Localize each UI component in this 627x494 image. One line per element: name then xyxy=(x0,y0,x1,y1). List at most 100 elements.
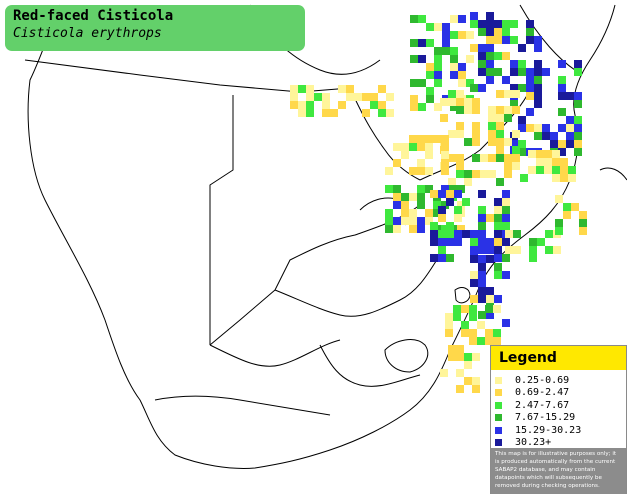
grid-cell xyxy=(502,319,510,327)
grid-cell xyxy=(478,230,486,238)
grid-cell xyxy=(290,85,298,93)
grid-cell xyxy=(478,68,486,76)
grid-cell xyxy=(442,47,450,55)
grid-cell xyxy=(433,201,441,209)
grid-cell xyxy=(461,321,469,329)
grid-cell xyxy=(485,329,493,337)
grid-cell xyxy=(418,55,426,63)
grid-cell xyxy=(433,209,441,217)
grid-cell xyxy=(574,92,582,100)
legend-label: 15.29-30.23 xyxy=(515,424,582,436)
grid-cell xyxy=(461,305,469,313)
grid-cell xyxy=(457,201,465,209)
grid-cell xyxy=(502,206,510,214)
grid-cell xyxy=(494,263,502,271)
grid-cell xyxy=(454,238,462,246)
grid-cell xyxy=(430,230,438,238)
grid-cell xyxy=(472,385,480,393)
grid-cell xyxy=(458,15,466,23)
grid-cell xyxy=(470,12,478,20)
grid-cell xyxy=(534,68,542,76)
grid-cell xyxy=(446,254,454,262)
grid-cell xyxy=(346,85,354,93)
grid-cell xyxy=(478,279,486,287)
grid-cell xyxy=(322,93,330,101)
grid-cell xyxy=(426,63,434,71)
grid-cell xyxy=(430,254,438,262)
grid-cell xyxy=(417,159,425,167)
grid-cell xyxy=(496,106,504,114)
grid-cell xyxy=(457,185,465,193)
grid-cell xyxy=(485,305,493,313)
grid-cell xyxy=(478,255,486,263)
grid-cell xyxy=(438,246,446,254)
grid-cell xyxy=(512,130,520,138)
grid-cell xyxy=(434,47,442,55)
grid-cell xyxy=(433,135,441,143)
grid-cell xyxy=(417,193,425,201)
grid-cell xyxy=(526,28,534,36)
grid-cell xyxy=(464,98,472,106)
grid-cell xyxy=(456,345,464,353)
grid-cell xyxy=(485,337,493,345)
grid-cell xyxy=(518,124,526,132)
grid-cell xyxy=(510,60,518,68)
grid-cell xyxy=(526,68,534,76)
grid-cell xyxy=(445,313,453,321)
grid-cell xyxy=(478,84,486,92)
grid-cell xyxy=(558,140,566,148)
grid-cell xyxy=(410,39,418,47)
species-title-panel: Red-faced Cisticola Cisticola erythrops xyxy=(5,5,305,51)
grid-cell xyxy=(409,167,417,175)
grid-cell xyxy=(504,170,512,178)
grid-cell xyxy=(440,98,448,106)
grid-cell xyxy=(290,101,298,109)
grid-cell xyxy=(518,44,526,52)
grid-cell xyxy=(393,193,401,201)
grid-cell xyxy=(454,206,462,214)
grid-cell xyxy=(478,20,486,28)
grid-cell xyxy=(504,154,512,162)
grid-cell xyxy=(552,158,560,166)
grid-cell xyxy=(448,178,456,186)
grid-cell xyxy=(488,170,496,178)
grid-cell xyxy=(552,150,560,158)
grid-cell xyxy=(446,198,454,206)
grid-cell xyxy=(486,255,494,263)
grid-cell xyxy=(410,95,418,103)
grid-cell xyxy=(401,209,409,217)
grid-cell xyxy=(446,190,454,198)
grid-cell xyxy=(425,217,433,225)
grid-cell xyxy=(456,170,464,178)
grid-cell xyxy=(494,28,502,36)
grid-cell xyxy=(496,146,504,154)
legend-label: 0.25-0.69 xyxy=(515,374,570,386)
grid-cell xyxy=(453,313,461,321)
grid-cell xyxy=(385,225,393,233)
grid-cell xyxy=(478,287,486,295)
grid-cell xyxy=(486,76,494,84)
grid-cell xyxy=(534,36,542,44)
grid-cell xyxy=(448,98,456,106)
legend-item: 2.47-7.67 xyxy=(495,399,626,412)
grid-cell xyxy=(486,52,494,60)
grid-cell xyxy=(505,246,513,254)
grid-cell xyxy=(494,52,502,60)
grid-cell xyxy=(426,87,434,95)
species-common-name: Red-faced Cisticola xyxy=(13,8,174,24)
grid-cell xyxy=(393,185,401,193)
grid-cell xyxy=(486,68,494,76)
grid-cell xyxy=(410,15,418,23)
grid-cell xyxy=(298,109,306,117)
grid-cell xyxy=(563,203,571,211)
grid-cell xyxy=(486,20,494,28)
grid-cell xyxy=(442,39,450,47)
grid-cell xyxy=(494,68,502,76)
grid-cell xyxy=(563,211,571,219)
grid-cell xyxy=(418,15,426,23)
grid-cell xyxy=(306,101,314,109)
grid-cell xyxy=(534,84,542,92)
grid-cell xyxy=(504,90,512,98)
grid-cell xyxy=(494,20,502,28)
grid-cell xyxy=(454,190,462,198)
